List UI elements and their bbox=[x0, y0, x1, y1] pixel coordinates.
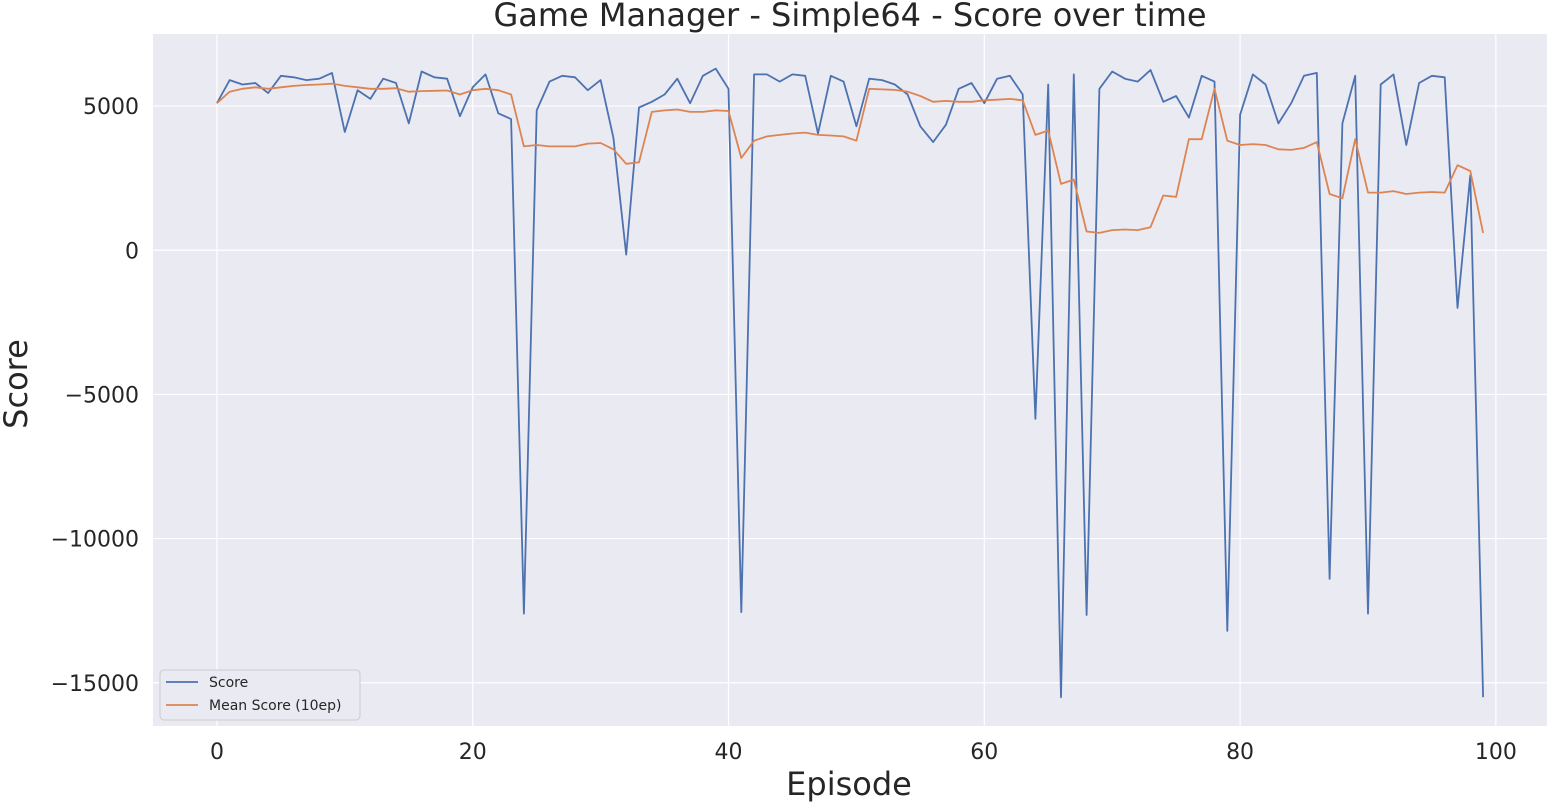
y-tick-label: −5000 bbox=[65, 383, 139, 408]
y-tick-label: 0 bbox=[125, 239, 139, 264]
legend: Score Mean Score (10ep) bbox=[159, 669, 361, 721]
y-tick-label: 5000 bbox=[83, 95, 139, 120]
y-tick-labels: 5000 0 −5000 −10000 −15000 bbox=[51, 95, 139, 697]
grid bbox=[153, 34, 1547, 726]
x-tick-label: 0 bbox=[210, 740, 224, 765]
mean-score-line bbox=[216, 82, 1484, 234]
series-lines bbox=[216, 67, 1484, 699]
x-tick-label: 20 bbox=[459, 740, 487, 765]
plot-background bbox=[153, 34, 1547, 726]
y-axis-label: Score bbox=[0, 339, 35, 429]
y-tick-label: −10000 bbox=[51, 528, 139, 553]
x-tick-label: 40 bbox=[715, 740, 743, 765]
legend-mean-label: Mean Score (10ep) bbox=[209, 698, 342, 714]
legend-score-label: Score bbox=[209, 675, 248, 691]
chart-title: Game Manager - Simple64 - Score over tim… bbox=[493, 0, 1206, 34]
score-line bbox=[216, 67, 1484, 699]
x-tick-label: 100 bbox=[1475, 740, 1517, 765]
legend-box bbox=[159, 669, 361, 721]
x-tick-label: 60 bbox=[970, 740, 998, 765]
x-tick-labels: 0 20 40 60 80 100 bbox=[210, 740, 1517, 765]
y-tick-label: −15000 bbox=[51, 672, 139, 697]
x-tick-label: 80 bbox=[1226, 740, 1254, 765]
x-axis-label: Episode bbox=[786, 765, 912, 803]
